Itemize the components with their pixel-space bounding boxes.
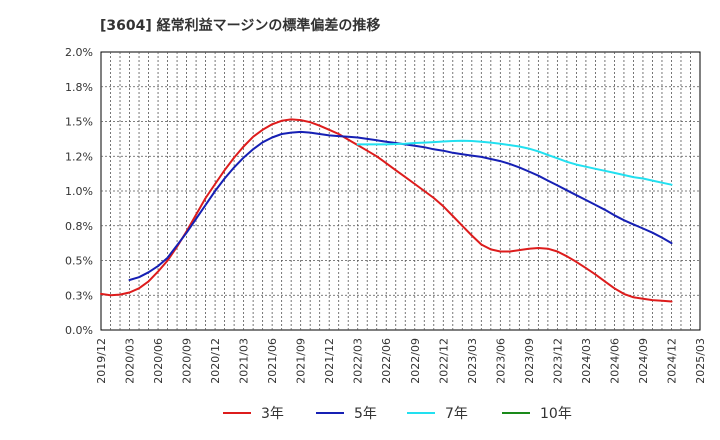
x-tick-label: 2019/12 xyxy=(95,338,108,384)
x-tick-label: 2020/12 xyxy=(209,338,222,384)
y-tick-label: 0.3% xyxy=(65,289,93,302)
x-tick-label: 2025/03 xyxy=(694,338,707,384)
y-tick-label: 1.0% xyxy=(65,185,93,198)
x-tick-label: 2022/03 xyxy=(352,338,365,384)
legend: 3年 5年 7年 10年 xyxy=(223,406,572,422)
x-tick-label: 2020/09 xyxy=(181,338,194,384)
chart-title: [3604] 経常利益マージンの標準偏差の推移 xyxy=(100,17,380,34)
x-tick-label: 2024/12 xyxy=(665,338,678,384)
x-tick-label: 2022/06 xyxy=(380,338,393,384)
y-tick-label: 2.0% xyxy=(65,46,93,59)
x-tick-label: 2024/09 xyxy=(637,338,650,384)
y-tick-label: 1.5% xyxy=(65,116,93,129)
x-tick-label: 2021/12 xyxy=(323,338,336,384)
x-tick-label: 2023/06 xyxy=(494,338,507,384)
x-tick-label: 2023/03 xyxy=(466,338,479,384)
legend-label: 3年 xyxy=(261,406,284,422)
series-line-5年 xyxy=(128,130,673,281)
y-tick-label: 1.2% xyxy=(65,150,93,163)
x-tick-label: 2022/12 xyxy=(437,338,450,384)
y-tick-label: 1.8% xyxy=(65,81,93,94)
legend-label: 5年 xyxy=(354,406,377,422)
series-line-3年 xyxy=(100,118,673,303)
y-tick-label: 0.0% xyxy=(65,324,93,337)
x-tick-label: 2020/06 xyxy=(152,338,165,384)
x-tick-label: 2024/06 xyxy=(608,338,621,384)
x-tick-label: 2021/09 xyxy=(295,338,308,384)
x-tick-label: 2020/03 xyxy=(124,338,137,384)
x-tick-label: 2023/09 xyxy=(523,338,536,384)
legend-label: 7年 xyxy=(445,406,468,422)
y-tick-label: 0.8% xyxy=(65,220,93,233)
x-tick-label: 2021/06 xyxy=(266,338,279,384)
x-tick-label: 2022/09 xyxy=(409,338,422,384)
x-tick-label: 2023/12 xyxy=(551,338,564,384)
x-tick-label: 2024/03 xyxy=(580,338,593,384)
legend-label: 10年 xyxy=(540,406,572,422)
series-line-7年 xyxy=(356,139,673,186)
x-tick-label: 2021/03 xyxy=(238,338,251,384)
y-tick-label: 0.5% xyxy=(65,255,93,268)
plot-area: 0.0% 0.3% 0.5% 0.8% 1.0% 1.2% 1.5% 1.8% 2.0% 2019… xyxy=(65,46,707,384)
